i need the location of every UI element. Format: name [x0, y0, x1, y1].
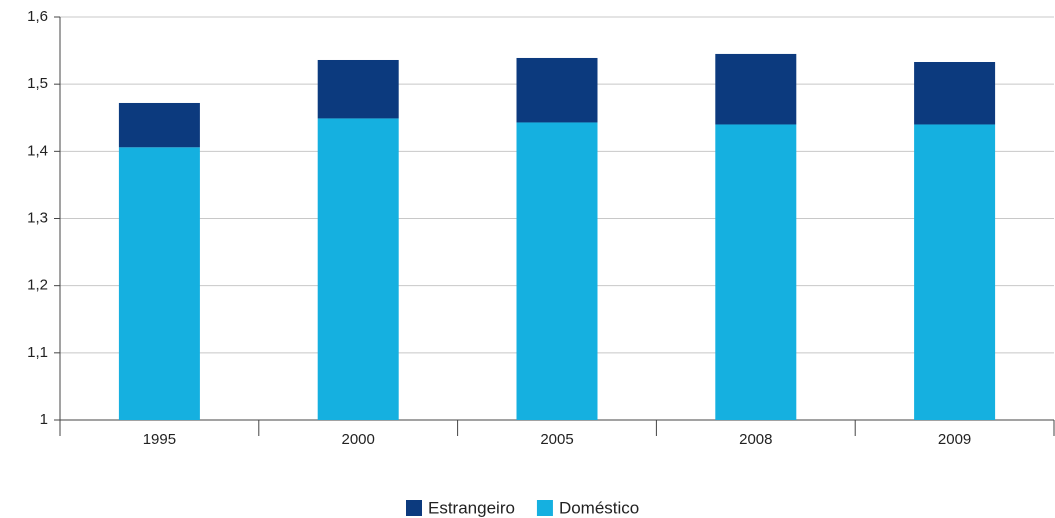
x-tick-label: 2005: [540, 431, 573, 448]
bar-segment: [715, 53, 797, 125]
legend-swatch: [536, 500, 553, 516]
x-tick-label: 2009: [938, 431, 971, 448]
bar-segment: [317, 118, 399, 421]
y-tick-label: 1,2: [27, 277, 48, 294]
y-tick-label: 1,5: [27, 75, 48, 92]
bar-segment: [317, 59, 399, 119]
y-tick-label: 1: [40, 411, 48, 428]
y-tick-label: 1,3: [27, 209, 48, 226]
legend-label: Estrangeiro: [428, 498, 515, 517]
y-tick-label: 1,1: [27, 344, 48, 361]
bar-segment: [715, 124, 797, 420]
y-tick-label: 1,6: [27, 8, 48, 25]
bar-segment: [516, 122, 598, 421]
bar-segment: [914, 62, 996, 125]
legend-swatch: [406, 500, 422, 516]
bar-segment: [118, 147, 200, 420]
x-tick-label: 1995: [143, 431, 176, 448]
x-tick-label: 2008: [739, 431, 772, 448]
bar-segment: [516, 57, 598, 123]
bar-segment: [118, 102, 200, 148]
x-tick-label: 2000: [342, 431, 375, 448]
legend-label: Doméstico: [559, 498, 639, 517]
y-tick-label: 1,4: [27, 142, 48, 159]
bar-segment: [914, 124, 996, 420]
